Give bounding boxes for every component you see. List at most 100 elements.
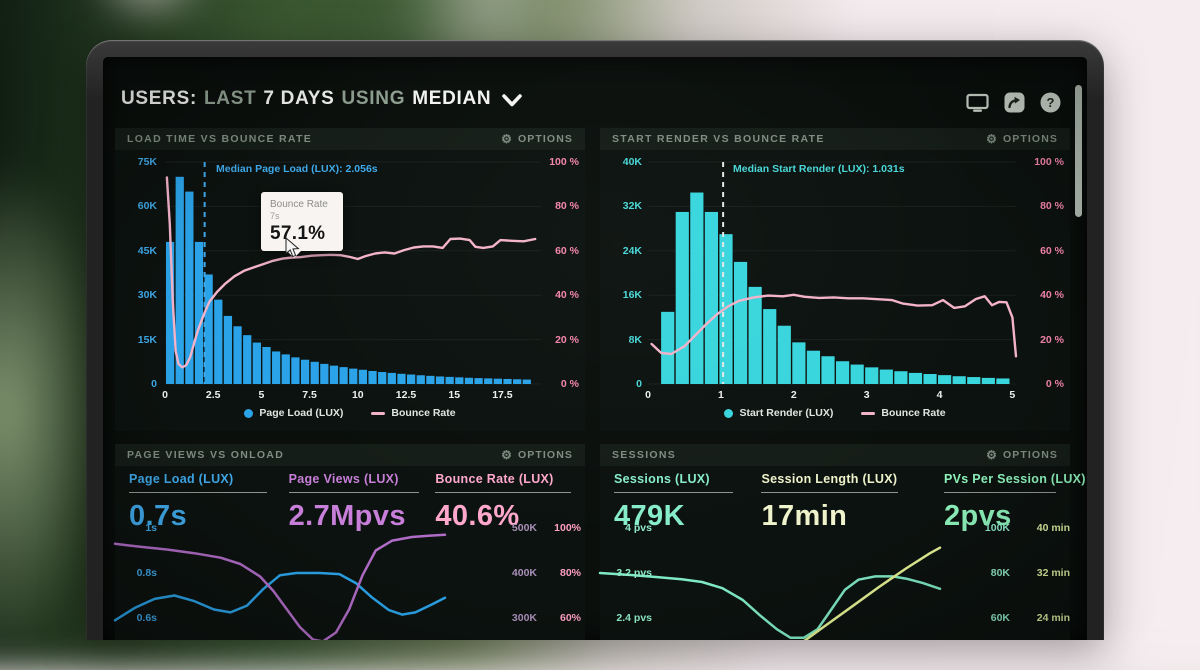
y-axis-left-tick: 16K — [622, 289, 642, 302]
last-label: LAST — [204, 88, 257, 109]
metric-sessions[interactable]: Sessions (LUX) 479K — [614, 472, 734, 533]
metric-page-load[interactable]: Page Load (LUX) 0.7s — [129, 472, 267, 533]
page-views-mini-chart[interactable]: 1s 0.8s 0.6s 500K 100% 400K 80% 300K 60% — [113, 522, 585, 640]
mini-right-axis-label-2: 32 min — [1036, 567, 1070, 579]
legend-bounce-rate[interactable]: Bounce Rate — [371, 407, 456, 419]
y-axis-left-tick: 32K — [622, 200, 642, 213]
panel-start-render-vs-bounce-rate: START RENDER VS BOUNCE RATE ⚙ OPTIONS Me… — [600, 128, 1070, 431]
chevron-down-icon[interactable] — [502, 94, 523, 107]
y-axis-left-tick: 75K — [137, 156, 157, 168]
x-axis-tick: 2.5 — [205, 389, 221, 401]
y-axis-left-tick: 15K — [137, 333, 157, 346]
x-axis-tick: 4 — [936, 389, 943, 401]
x-axis-tick: 5 — [258, 389, 265, 401]
mini-left-axis-label: 1s — [145, 522, 157, 534]
mini-right-axis-label-2: 40 min — [1036, 522, 1070, 534]
y-axis-left-tick: 0 — [636, 378, 642, 390]
chart-legend: Page Load (LUX) Bounce Rate — [115, 407, 585, 419]
mini-right-axis-label-1: 60K — [990, 612, 1010, 624]
options-button[interactable]: ⚙ OPTIONS — [501, 448, 573, 462]
sessions-mini-chart[interactable]: 4 pvs 3.2 pvs 2.4 pvs 100K 40 min 80K 32 min 60… — [598, 522, 1070, 640]
load-time-histogram-chart[interactable]: Median Page Load (LUX): 2.056s Bounce Ra… — [115, 150, 585, 431]
y-axis-right-tick: 60 % — [1040, 244, 1064, 257]
toolbar-icons: ? — [966, 92, 1061, 113]
date-range-value[interactable]: 7 DAYS — [263, 88, 335, 109]
median-line-label: Median Start Render (LUX): 1.031s — [733, 163, 905, 175]
median-line-label: Median Page Load (LUX): 2.056s — [216, 163, 378, 175]
using-label: USING — [341, 88, 406, 109]
bounce-rate-swatch — [371, 411, 386, 415]
monitor-icon[interactable] — [966, 93, 989, 113]
metric-bounce-rate[interactable]: Bounce Rate (LUX) 40.6% — [435, 472, 571, 533]
options-button[interactable]: ⚙ OPTIONS — [986, 448, 1058, 462]
x-axis-tick: 3 — [863, 389, 870, 401]
dashboard-screen: USERS: LAST 7 DAYS USING MEDIAN ? — [103, 57, 1087, 640]
x-axis-tick: 1 — [717, 389, 724, 401]
bounce-rate-swatch — [861, 411, 876, 415]
x-axis-tick: 0 — [645, 389, 651, 401]
x-axis-tick: 0 — [162, 389, 168, 401]
mini-right-axis-label-2: 24 min — [1036, 612, 1070, 624]
mini-left-axis-label: 4 pvs — [625, 522, 652, 534]
y-axis-right-tick: 60 % — [555, 244, 579, 257]
svg-text:?: ? — [1047, 95, 1055, 110]
panel-title: LOAD TIME VS BOUNCE RATE — [127, 133, 313, 145]
page-load-swatch — [244, 408, 254, 418]
x-axis-tick: 15 — [448, 389, 461, 401]
y-axis-right-tick: 100 % — [1034, 156, 1064, 168]
tooltip-x-value: 7s — [270, 211, 280, 221]
metric-pvs-per-session[interactable]: PVs Per Session (LUX) 2pvs — [944, 472, 1086, 532]
panel-header: PAGE VIEWS VS ONLOAD ⚙ OPTIONS — [115, 444, 585, 466]
y-axis-left-tick: 30K — [137, 289, 157, 302]
y-axis-right-tick: 20 % — [555, 333, 579, 346]
options-button[interactable]: ⚙ OPTIONS — [501, 132, 573, 146]
x-axis-tick: 17.5 — [492, 389, 513, 401]
metric-page-views[interactable]: Page Views (LUX) 2.7Mpvs — [288, 472, 420, 533]
y-axis-left-tick: 24K — [622, 244, 642, 257]
panel-title: START RENDER VS BOUNCE RATE — [612, 133, 825, 145]
panel-title: SESSIONS — [612, 449, 677, 461]
mini-right-axis-label-1: 500K — [511, 522, 537, 534]
chart-tooltip: Bounce Rate 7s 57.1% — [261, 192, 343, 258]
x-axis-tick: 10 — [351, 389, 364, 401]
legend-page-load[interactable]: Page Load (LUX) — [244, 407, 343, 419]
y-axis-left-tick: 40K — [622, 156, 642, 168]
mini-right-axis-label-1: 80K — [990, 567, 1010, 579]
x-axis-tick: 7.5 — [302, 389, 317, 401]
start-render-histogram-chart[interactable]: Median Start Render (LUX): 1.031s Start … — [600, 150, 1070, 431]
gear-icon: ⚙ — [501, 448, 514, 462]
metric-session-length[interactable]: Session Length (LUX) 17min — [761, 472, 898, 532]
mini-right-axis-label-2: 100% — [554, 522, 581, 534]
y-axis-left-tick: 45K — [137, 244, 157, 257]
tooltip-series-name: Bounce Rate — [270, 199, 328, 210]
panel-header: LOAD TIME VS BOUNCE RATE ⚙ OPTIONS — [115, 128, 585, 150]
mini-right-axis-label-1: 300K — [511, 612, 537, 624]
legend-start-render[interactable]: Start Render (LUX) — [724, 407, 833, 419]
aggregation-value[interactable]: MEDIAN — [412, 88, 492, 109]
legend-bounce-rate[interactable]: Bounce Rate — [861, 407, 946, 419]
mini-left-axis-label: 3.2 pvs — [616, 567, 652, 579]
options-button[interactable]: ⚙ OPTIONS — [986, 132, 1058, 146]
share-icon[interactable] — [1004, 92, 1025, 113]
help-icon[interactable]: ? — [1040, 92, 1061, 113]
y-axis-right-tick: 0 % — [1045, 378, 1064, 390]
scrollbar-thumb[interactable] — [1075, 85, 1082, 217]
mini-left-axis-label: 0.6s — [136, 612, 157, 624]
y-axis-right-tick: 20 % — [1040, 333, 1064, 346]
gear-icon: ⚙ — [986, 448, 999, 462]
mini-right-axis-label-2: 60% — [559, 612, 581, 624]
mini-right-axis-label-2: 80% — [559, 567, 581, 579]
mini-right-axis-label-1: 100K — [984, 522, 1010, 534]
panel-sessions: SESSIONS ⚙ OPTIONS Sessions (LUX) 479K S… — [598, 444, 1086, 640]
laptop-bezel: USERS: LAST 7 DAYS USING MEDIAN ? — [86, 40, 1104, 640]
gear-icon: ⚙ — [986, 132, 999, 146]
y-axis-right-tick: 0 % — [560, 378, 579, 390]
panel-title: PAGE VIEWS VS ONLOAD — [127, 449, 285, 461]
y-axis-right-tick: 40 % — [1040, 289, 1064, 302]
dashboard-filter-bar[interactable]: USERS: LAST 7 DAYS USING MEDIAN — [121, 86, 523, 112]
y-axis-right-tick: 80 % — [1040, 200, 1064, 213]
y-axis-left-tick: 0 — [151, 378, 157, 390]
x-axis-tick: 2 — [790, 389, 797, 401]
y-axis-left-tick: 60K — [137, 200, 157, 213]
panel-header: SESSIONS ⚙ OPTIONS — [600, 444, 1070, 466]
